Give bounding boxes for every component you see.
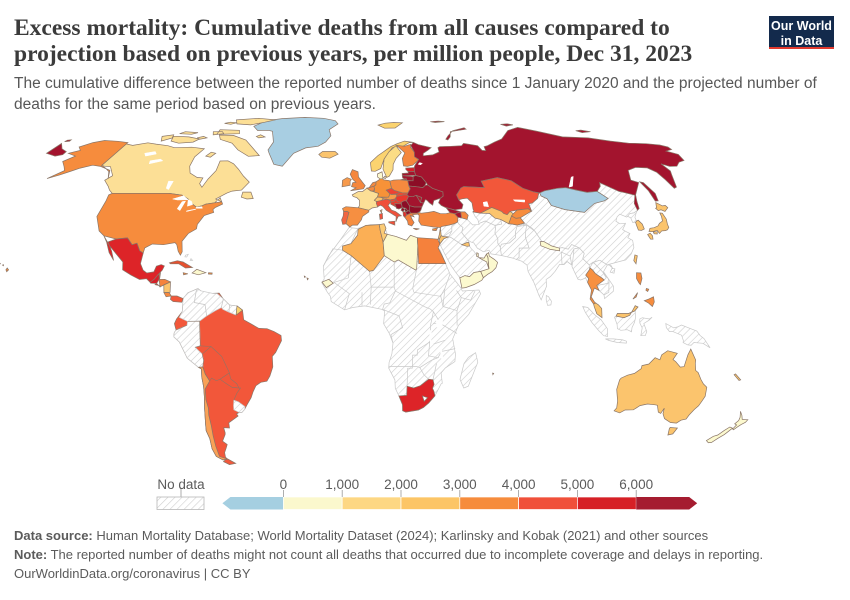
svg-text:4,000: 4,000 bbox=[502, 477, 536, 492]
svg-text:No data: No data bbox=[157, 477, 205, 492]
svg-text:5,000: 5,000 bbox=[561, 477, 595, 492]
svg-text:3,000: 3,000 bbox=[443, 477, 477, 492]
svg-text:2,000: 2,000 bbox=[384, 477, 418, 492]
svg-text:0: 0 bbox=[280, 477, 288, 492]
svg-text:1,000: 1,000 bbox=[325, 477, 359, 492]
svg-text:6,000: 6,000 bbox=[619, 477, 653, 492]
